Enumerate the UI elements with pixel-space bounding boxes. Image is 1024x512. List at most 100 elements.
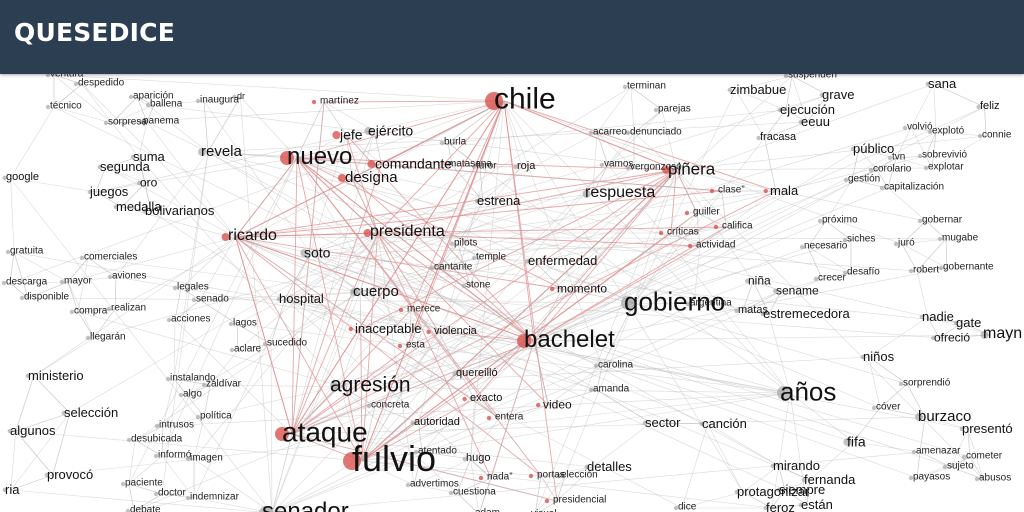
graph-node[interactable] bbox=[842, 237, 848, 243]
word-node[interactable]: designa bbox=[345, 168, 398, 186]
graph-node[interactable] bbox=[868, 167, 874, 173]
word-node[interactable]: mayn bbox=[983, 325, 1023, 343]
graph-node[interactable] bbox=[221, 233, 230, 241]
graph-node[interactable] bbox=[898, 381, 904, 387]
word-node[interactable]: gestión bbox=[848, 173, 881, 185]
word-node[interactable]: indemnizar bbox=[190, 491, 239, 503]
graph-node[interactable] bbox=[959, 426, 964, 432]
graph-node[interactable] bbox=[201, 382, 207, 388]
graph-node[interactable] bbox=[448, 490, 454, 496]
graph-node[interactable] bbox=[925, 81, 930, 87]
word-node[interactable]: senado bbox=[196, 293, 229, 305]
graph-node[interactable] bbox=[525, 258, 530, 264]
word-node[interactable]: cuerpo bbox=[353, 282, 399, 300]
word-node[interactable]: protagonizar bbox=[737, 483, 810, 499]
word-node[interactable]: comerciales bbox=[84, 251, 138, 263]
graph-node[interactable] bbox=[397, 343, 403, 349]
word-node[interactable]: disponible bbox=[24, 291, 70, 303]
word-node[interactable]: lagos bbox=[233, 317, 257, 329]
word-node[interactable]: matasana bbox=[448, 158, 492, 170]
word-node[interactable]: desubicada bbox=[131, 433, 183, 445]
graph-node[interactable] bbox=[137, 180, 142, 186]
graph-node[interactable] bbox=[145, 102, 151, 108]
word-node[interactable]: segunda bbox=[100, 158, 150, 174]
word-node[interactable]: fracasa bbox=[760, 130, 797, 143]
word-node[interactable]: vamos bbox=[604, 158, 634, 170]
graph-node[interactable] bbox=[622, 84, 628, 90]
graph-node[interactable] bbox=[485, 92, 503, 110]
graph-node[interactable] bbox=[198, 148, 206, 156]
graph-node[interactable] bbox=[642, 420, 647, 426]
graph-node[interactable] bbox=[919, 314, 924, 320]
graph-node[interactable] bbox=[528, 473, 534, 479]
graph-node[interactable] bbox=[871, 405, 877, 411]
graph-node[interactable] bbox=[449, 241, 455, 247]
graph-node[interactable] bbox=[687, 243, 693, 249]
word-node[interactable]: ejército bbox=[368, 122, 414, 139]
word-node[interactable]: abusos bbox=[979, 472, 1012, 484]
graph-node[interactable] bbox=[471, 164, 477, 170]
graph-node[interactable] bbox=[673, 505, 679, 511]
word-node[interactable]: acarreo bbox=[593, 126, 627, 138]
graph-node[interactable] bbox=[165, 376, 171, 382]
word-node[interactable]: están bbox=[801, 496, 833, 512]
word-node[interactable]: visual bbox=[531, 509, 557, 512]
graph-node[interactable] bbox=[801, 477, 806, 483]
word-node[interactable]: público bbox=[853, 140, 895, 156]
graph-node[interactable] bbox=[103, 120, 109, 126]
word-node[interactable]: matas bbox=[738, 303, 768, 316]
word-node[interactable]: hospital bbox=[279, 290, 324, 306]
word-node[interactable]: explotar bbox=[928, 161, 964, 173]
graph-node[interactable] bbox=[923, 165, 929, 171]
word-node[interactable]: presidencial bbox=[553, 494, 607, 506]
word-node[interactable]: google bbox=[6, 170, 40, 183]
word-node[interactable]: momento bbox=[557, 281, 608, 296]
graph-node[interactable] bbox=[908, 268, 914, 274]
word-node[interactable]: acciones bbox=[171, 313, 211, 325]
graph-node[interactable] bbox=[172, 285, 178, 291]
word-node[interactable]: mirando bbox=[773, 457, 820, 473]
graph-node[interactable] bbox=[908, 475, 914, 481]
word-node[interactable]: estremecedora bbox=[763, 305, 850, 321]
graph-node[interactable] bbox=[593, 363, 599, 369]
graph-node[interactable] bbox=[798, 119, 803, 125]
graph-node[interactable] bbox=[653, 107, 659, 113]
graph-node[interactable] bbox=[300, 249, 309, 257]
word-node[interactable]: burzaco bbox=[918, 407, 972, 425]
word-node[interactable]: mayor bbox=[64, 275, 92, 287]
word-node[interactable]: volvió bbox=[907, 121, 933, 133]
word-node[interactable]: connie bbox=[982, 129, 1012, 141]
graph-node[interactable] bbox=[232, 94, 237, 100]
word-node[interactable]: juegos bbox=[90, 183, 129, 199]
word-node[interactable]: realizan bbox=[111, 302, 147, 314]
word-node[interactable]: roja bbox=[517, 159, 536, 172]
graph-node[interactable] bbox=[777, 107, 782, 113]
graph-node[interactable] bbox=[931, 335, 936, 341]
word-node[interactable]: legales bbox=[177, 281, 209, 293]
graph-node[interactable] bbox=[850, 146, 855, 152]
graph-node[interactable] bbox=[599, 162, 605, 168]
graph-node[interactable] bbox=[550, 286, 555, 292]
graph-node[interactable] bbox=[410, 420, 415, 426]
graph-node[interactable] bbox=[228, 321, 234, 327]
graph-node[interactable] bbox=[2, 487, 7, 493]
word-node[interactable]: sector bbox=[645, 414, 681, 430]
word-node[interactable]: detalles bbox=[587, 458, 632, 474]
graph-node[interactable] bbox=[625, 130, 631, 136]
word-node[interactable]: denunciado bbox=[630, 126, 682, 138]
word-node[interactable]: zimbabue bbox=[730, 81, 787, 97]
graph-node[interactable] bbox=[2, 175, 7, 181]
graph-node[interactable] bbox=[191, 297, 197, 303]
word-node[interactable]: fulvio bbox=[352, 438, 437, 480]
word-node[interactable]: canción bbox=[702, 415, 747, 431]
graph-node[interactable] bbox=[166, 317, 172, 323]
graph-node[interactable] bbox=[917, 218, 923, 224]
word-node[interactable]: ballena bbox=[150, 98, 183, 110]
word-node[interactable]: aparición bbox=[133, 90, 174, 102]
word-node[interactable]: mugabe bbox=[942, 232, 979, 244]
graph-node[interactable] bbox=[734, 489, 739, 495]
graph-node[interactable] bbox=[85, 335, 91, 341]
graph-node[interactable] bbox=[536, 402, 541, 408]
word-node[interactable]: siempre bbox=[779, 481, 826, 497]
word-node[interactable]: piñera bbox=[668, 159, 716, 179]
